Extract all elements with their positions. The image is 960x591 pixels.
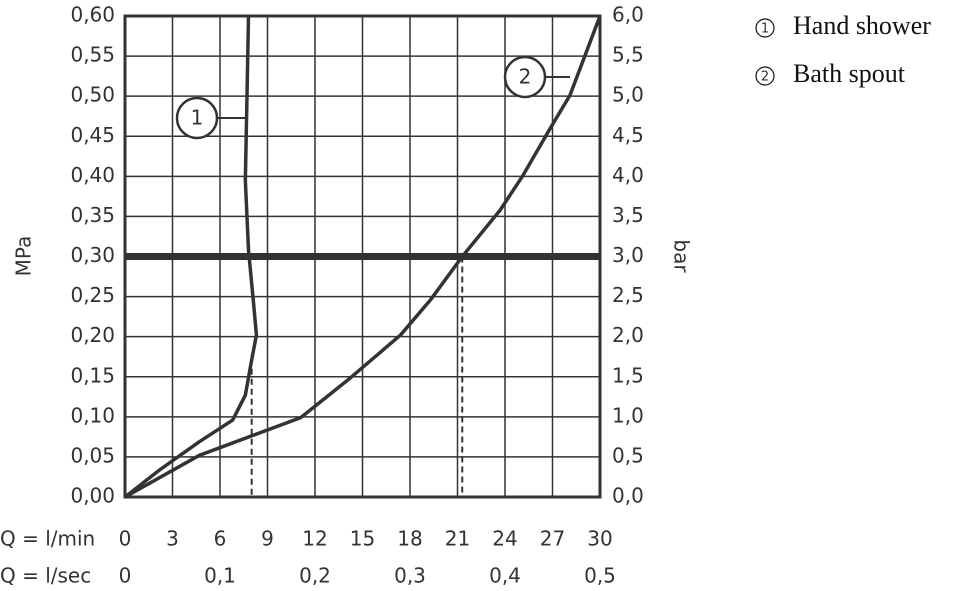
legend-circle: [755, 18, 775, 38]
y2-tick-label: 5,5: [612, 43, 644, 67]
x-tick-label: 9: [261, 527, 274, 551]
legend-marker: 2: [761, 70, 769, 85]
x2-tick-label: 0: [119, 564, 132, 588]
y2-tick-label: 0,5: [612, 443, 644, 467]
series-line: [124, 15, 602, 499]
x-tick-label: 30: [587, 527, 612, 551]
legend-label: Bath spout: [793, 59, 906, 88]
y-tick-label: 0,60: [70, 3, 115, 27]
x2-axis-label: Q = l/sec: [0, 564, 91, 588]
legend-circle: [755, 66, 775, 86]
y-tick-label: 0,45: [70, 123, 115, 147]
y-tick-label: 0,25: [70, 283, 115, 307]
x-tick-label: 3: [166, 527, 179, 551]
curve-label: 2: [519, 65, 532, 89]
y2-axis-label: bar: [670, 239, 694, 273]
y2-tick-label: 4,0: [612, 163, 644, 187]
y2-tick-label: 2,0: [612, 323, 644, 347]
legend-label: Hand shower: [793, 11, 931, 40]
y-tick-label: 0,00: [70, 484, 115, 508]
x2-tick-label: 0,2: [299, 564, 331, 588]
x-tick-label: 18: [397, 527, 422, 551]
y-tick-label: 0,15: [70, 363, 115, 387]
x-tick-label: 27: [540, 527, 565, 551]
x-tick-label: 21: [445, 527, 470, 551]
y2-tick-label: 2,5: [612, 283, 644, 307]
x2-tick-label: 0,3: [394, 564, 426, 588]
x2-tick-label: 0,1: [204, 564, 236, 588]
y-tick-label: 0,10: [70, 403, 115, 427]
x-tick-label: 12: [302, 527, 327, 551]
y-tick-label: 0,55: [70, 43, 115, 67]
x-tick-label: 24: [492, 527, 517, 551]
curve-label-circle: [503, 55, 547, 99]
y2-tick-label: 0,0: [612, 484, 644, 508]
curve-label-circle: [175, 96, 219, 140]
y2-tick-label: 3,5: [612, 203, 644, 227]
y2-tick-label: 4,5: [612, 123, 644, 147]
y-tick-label: 0,40: [70, 163, 115, 187]
y-tick-label: 0,05: [70, 443, 115, 467]
y-tick-label: 0,35: [70, 203, 115, 227]
y-tick-label: 0,30: [70, 243, 115, 267]
x2-tick-label: 0,4: [489, 564, 521, 588]
y2-tick-label: 1,0: [612, 403, 644, 427]
y2-tick-label: 5,0: [612, 83, 644, 107]
x-tick-label: 6: [214, 527, 227, 551]
y2-tick-label: 1,5: [612, 363, 644, 387]
x-axis-label: Q = l/min: [0, 527, 95, 551]
x-tick-label: 15: [350, 527, 375, 551]
curve-label: 1: [191, 106, 204, 130]
x-tick-label: 0: [119, 527, 132, 551]
y-tick-label: 0,20: [70, 323, 115, 347]
y-tick-label: 0,50: [70, 83, 115, 107]
x2-tick-label: 0,5: [584, 564, 616, 588]
y2-tick-label: 6,0: [612, 3, 644, 27]
y2-tick-label: 3,0: [612, 243, 644, 267]
legend-marker: 1: [761, 22, 769, 37]
series-line: [123, 15, 259, 499]
y-axis-label: MPa: [12, 236, 36, 277]
